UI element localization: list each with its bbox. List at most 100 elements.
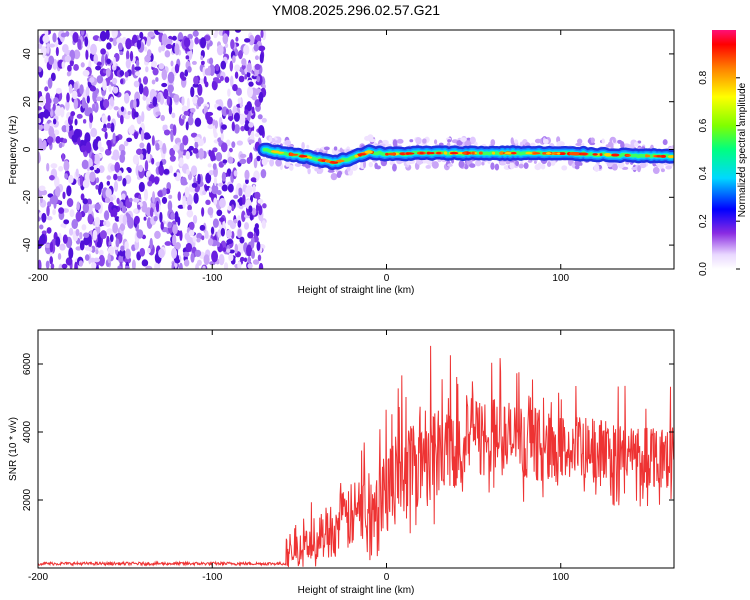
spectrogram-noise-blob xyxy=(95,265,99,269)
spectrogram-noise-blob xyxy=(109,37,114,42)
spectrogram-hot-spot xyxy=(429,152,435,155)
spectrogram-noise-blob xyxy=(80,30,85,36)
spectrogram-noise-blob xyxy=(149,207,154,218)
spectrogram-noise-blob xyxy=(88,157,93,167)
spectrogram-noise-blob xyxy=(133,98,137,110)
spectrogram-noise-blob xyxy=(120,78,124,85)
spectrogram-noise-blob xyxy=(50,109,54,118)
spectrogram-hot-spot xyxy=(645,154,649,158)
spectrogram-noise-blob xyxy=(50,163,58,169)
spectrogram-noise-blob xyxy=(158,46,162,53)
spectrogram-noise-blob xyxy=(67,64,72,72)
spectrogram-noise-blob xyxy=(257,254,262,262)
spectrogram-noise-blob xyxy=(229,75,234,88)
spectrogram-noise-blob xyxy=(235,87,242,96)
spectrogram-halo-blob xyxy=(301,163,309,167)
spectrogram-noise-blob xyxy=(161,44,166,52)
spectrogram-noise-blob xyxy=(85,86,90,98)
spectrogram-noise-blob xyxy=(172,144,180,152)
spectrogram-hot-spot xyxy=(436,151,442,155)
spectrogram-halo-blob xyxy=(294,162,302,167)
spectrogram-noise-blob xyxy=(181,76,187,81)
spectrogram-noise-blob xyxy=(55,236,61,247)
spectrogram-noise-blob xyxy=(187,33,193,40)
spectrogram-noise-blob xyxy=(237,260,242,269)
spectrogram-halo-blob xyxy=(422,138,427,144)
spectrogram-noise-blob xyxy=(187,116,194,126)
spectrogram-noise-blob xyxy=(79,232,83,240)
spectrogram-noise-blob xyxy=(121,193,126,200)
spectrogram-noise-blob xyxy=(93,257,101,263)
spectrogram-noise-blob xyxy=(147,217,151,226)
spectrogram-noise-blob xyxy=(202,66,206,77)
spectrogram-halo-blob xyxy=(340,149,345,154)
spectrogram-noise-blob xyxy=(219,75,224,82)
spectrogram-noise-blob xyxy=(155,142,160,151)
spectrogram-noise-blob xyxy=(247,231,254,239)
spectrogram-hot-spot xyxy=(335,159,345,163)
spectrogram-noise-blob xyxy=(50,263,55,269)
spectrogram-halo-blob xyxy=(523,162,529,169)
spectrogram-noise-blob xyxy=(105,30,110,40)
spectrogram-noise-blob xyxy=(208,187,212,193)
spectrogram-noise-blob xyxy=(254,223,259,230)
spectrogram-noise-blob xyxy=(220,142,228,153)
spectrogram-hot-spot xyxy=(504,151,514,155)
spectrogram-noise-blob xyxy=(197,138,204,147)
spectrogram-halo-blob xyxy=(637,165,641,173)
spectrogram-noise-blob xyxy=(244,257,248,263)
spectrogram-noise-blob xyxy=(251,95,258,101)
spectrogram-noise-blob xyxy=(101,115,108,124)
spectrogram-noise-blob xyxy=(201,207,205,217)
spectrogram-noise-blob xyxy=(112,222,119,234)
spectrogram-noise-blob xyxy=(117,42,123,51)
spectrogram-noise-blob xyxy=(198,148,205,160)
spectrogram-noise-blob xyxy=(233,219,238,224)
spectrogram-noise-blob xyxy=(151,157,155,165)
spectrogram-noise-blob xyxy=(136,114,142,125)
spectrogram-noise-blob xyxy=(161,69,168,81)
spectrogram-noise-blob xyxy=(83,236,90,246)
spectrogram-noise-blob xyxy=(107,115,111,122)
spectrogram-halo-blob xyxy=(307,167,311,175)
spectrogram-noise-blob xyxy=(146,170,151,177)
spectrogram-y-tick-label: 20 xyxy=(22,96,33,108)
spectrogram-halo-blob xyxy=(510,137,514,145)
spectrogram-noise-blob xyxy=(124,71,129,78)
spectrogram-noise-blob xyxy=(107,139,112,151)
spectrogram-noise-blob xyxy=(92,229,98,241)
spectrogram-noise-blob xyxy=(132,154,140,165)
spectrogram-noise-blob xyxy=(66,198,74,208)
spectrogram-noise-blob xyxy=(241,210,246,223)
spectrogram-hot-spot xyxy=(510,151,517,155)
spectrogram-noise-blob xyxy=(51,194,59,205)
spectrogram-noise-blob xyxy=(139,31,144,39)
spectrogram-x-tick-label: -200 xyxy=(28,273,48,284)
spectrogram-halo-blob xyxy=(284,160,291,167)
spectrogram-halo-blob xyxy=(509,162,515,170)
spectrogram-noise-blob xyxy=(217,182,224,187)
spectrogram-noise-blob xyxy=(141,111,145,123)
spectrogram-noise-blob xyxy=(48,55,55,66)
spectrogram-noise-blob xyxy=(164,241,172,246)
spectrogram-noise-blob xyxy=(98,254,105,267)
colorbar-tick-label: 0.8 xyxy=(698,70,709,84)
snr-y-label: SNR (10 * v/v) xyxy=(8,417,19,481)
spectrogram-noise-blob xyxy=(123,140,129,147)
spectrogram-noise-blob xyxy=(121,205,127,214)
spectrogram-noise-blob xyxy=(213,176,218,186)
spectrogram-noise-blob xyxy=(227,183,234,193)
spectrogram-noise-blob xyxy=(113,173,118,181)
spectrogram-noise-blob xyxy=(246,85,254,98)
spectrogram-noise-blob xyxy=(184,232,191,241)
spectrogram-noise-blob xyxy=(81,159,89,170)
spectrogram-noise-blob xyxy=(232,83,238,92)
spectrogram-noise-blob xyxy=(75,246,82,251)
spectrogram-noise-blob xyxy=(152,191,156,203)
spectrogram-noise-blob xyxy=(257,114,263,120)
spectrogram-noise-blob xyxy=(125,248,131,260)
spectrogram-noise-blob xyxy=(233,124,240,134)
spectrogram-noise-blob xyxy=(190,252,195,263)
spectrogram-noise-blob xyxy=(39,224,44,230)
spectrogram-noise-blob xyxy=(112,86,119,94)
